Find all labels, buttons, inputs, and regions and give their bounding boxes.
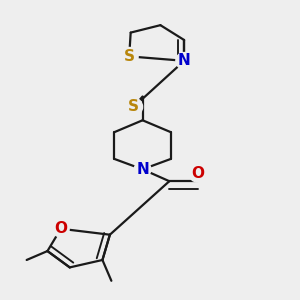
Circle shape xyxy=(176,52,193,69)
Circle shape xyxy=(189,166,206,182)
Text: S: S xyxy=(128,99,139,114)
Circle shape xyxy=(125,98,142,116)
Text: N: N xyxy=(136,162,149,177)
Circle shape xyxy=(120,47,138,65)
Text: O: O xyxy=(54,221,67,236)
Text: N: N xyxy=(178,53,190,68)
Circle shape xyxy=(134,161,151,178)
Text: O: O xyxy=(191,166,204,181)
Text: S: S xyxy=(124,49,135,64)
Circle shape xyxy=(52,220,69,237)
